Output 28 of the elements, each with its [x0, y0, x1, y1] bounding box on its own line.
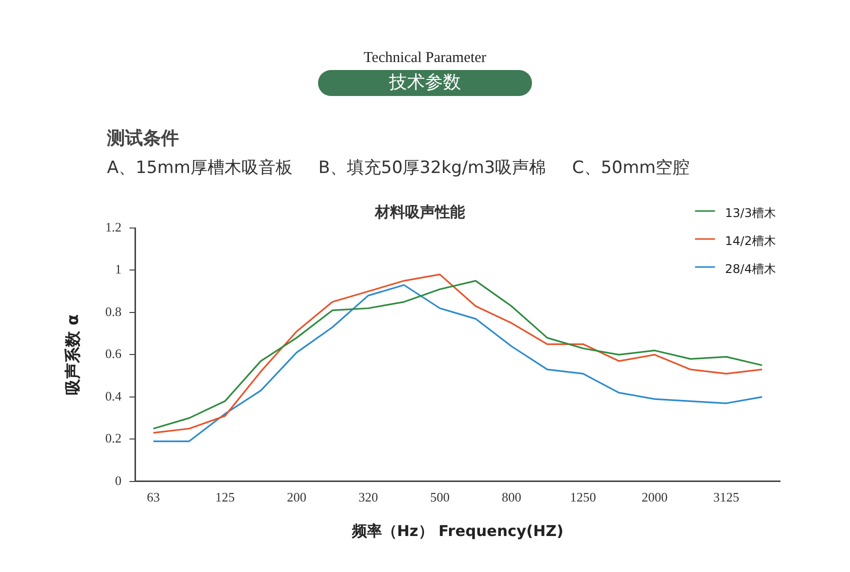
y-tick-label: 1.2	[105, 219, 122, 234]
text: Technical Parameter	[362, 50, 488, 67]
x-tick-label: 63	[146, 490, 160, 505]
x-tick-label: 1250	[570, 490, 596, 505]
y-tick-label: 0	[114, 472, 122, 488]
x-tick-label: 125	[215, 490, 235, 505]
x-axis-title: 频率（Hz） Frequency(HZ)	[351, 522, 564, 540]
text: 测试条件	[107, 127, 179, 150]
x-tick-label: 2000	[642, 490, 668, 505]
legend-label: 28/4槽木	[725, 262, 776, 276]
y-tick-label: 1	[114, 262, 122, 277]
y-tick-label: 0.2	[105, 430, 122, 446]
y-tick-label: 0.4	[105, 388, 122, 404]
x-tick-label: 500	[430, 490, 450, 505]
text: C、50mm空腔	[572, 158, 690, 178]
y-axis-title: 吸声系数 α	[62, 314, 82, 395]
x-tick-label: 3125	[713, 490, 740, 505]
chart-title: 材料吸声性能	[374, 202, 466, 221]
x-tick-label: 200	[286, 490, 306, 505]
text: 技术参数	[318, 70, 532, 96]
text: A、15mm厚槽木吸音板	[107, 158, 292, 178]
legend-label: 13/3槽木	[725, 206, 776, 220]
legend-label: 14/2槽木	[725, 234, 776, 248]
x-tick-label: 800	[502, 490, 522, 505]
y-tick-label: 0.8	[105, 304, 122, 319]
y-tick-label: 0.6	[105, 346, 122, 362]
text: B、填充50厚32kg/m3吸声棉	[318, 158, 546, 178]
x-tick-label: 320	[358, 490, 378, 505]
